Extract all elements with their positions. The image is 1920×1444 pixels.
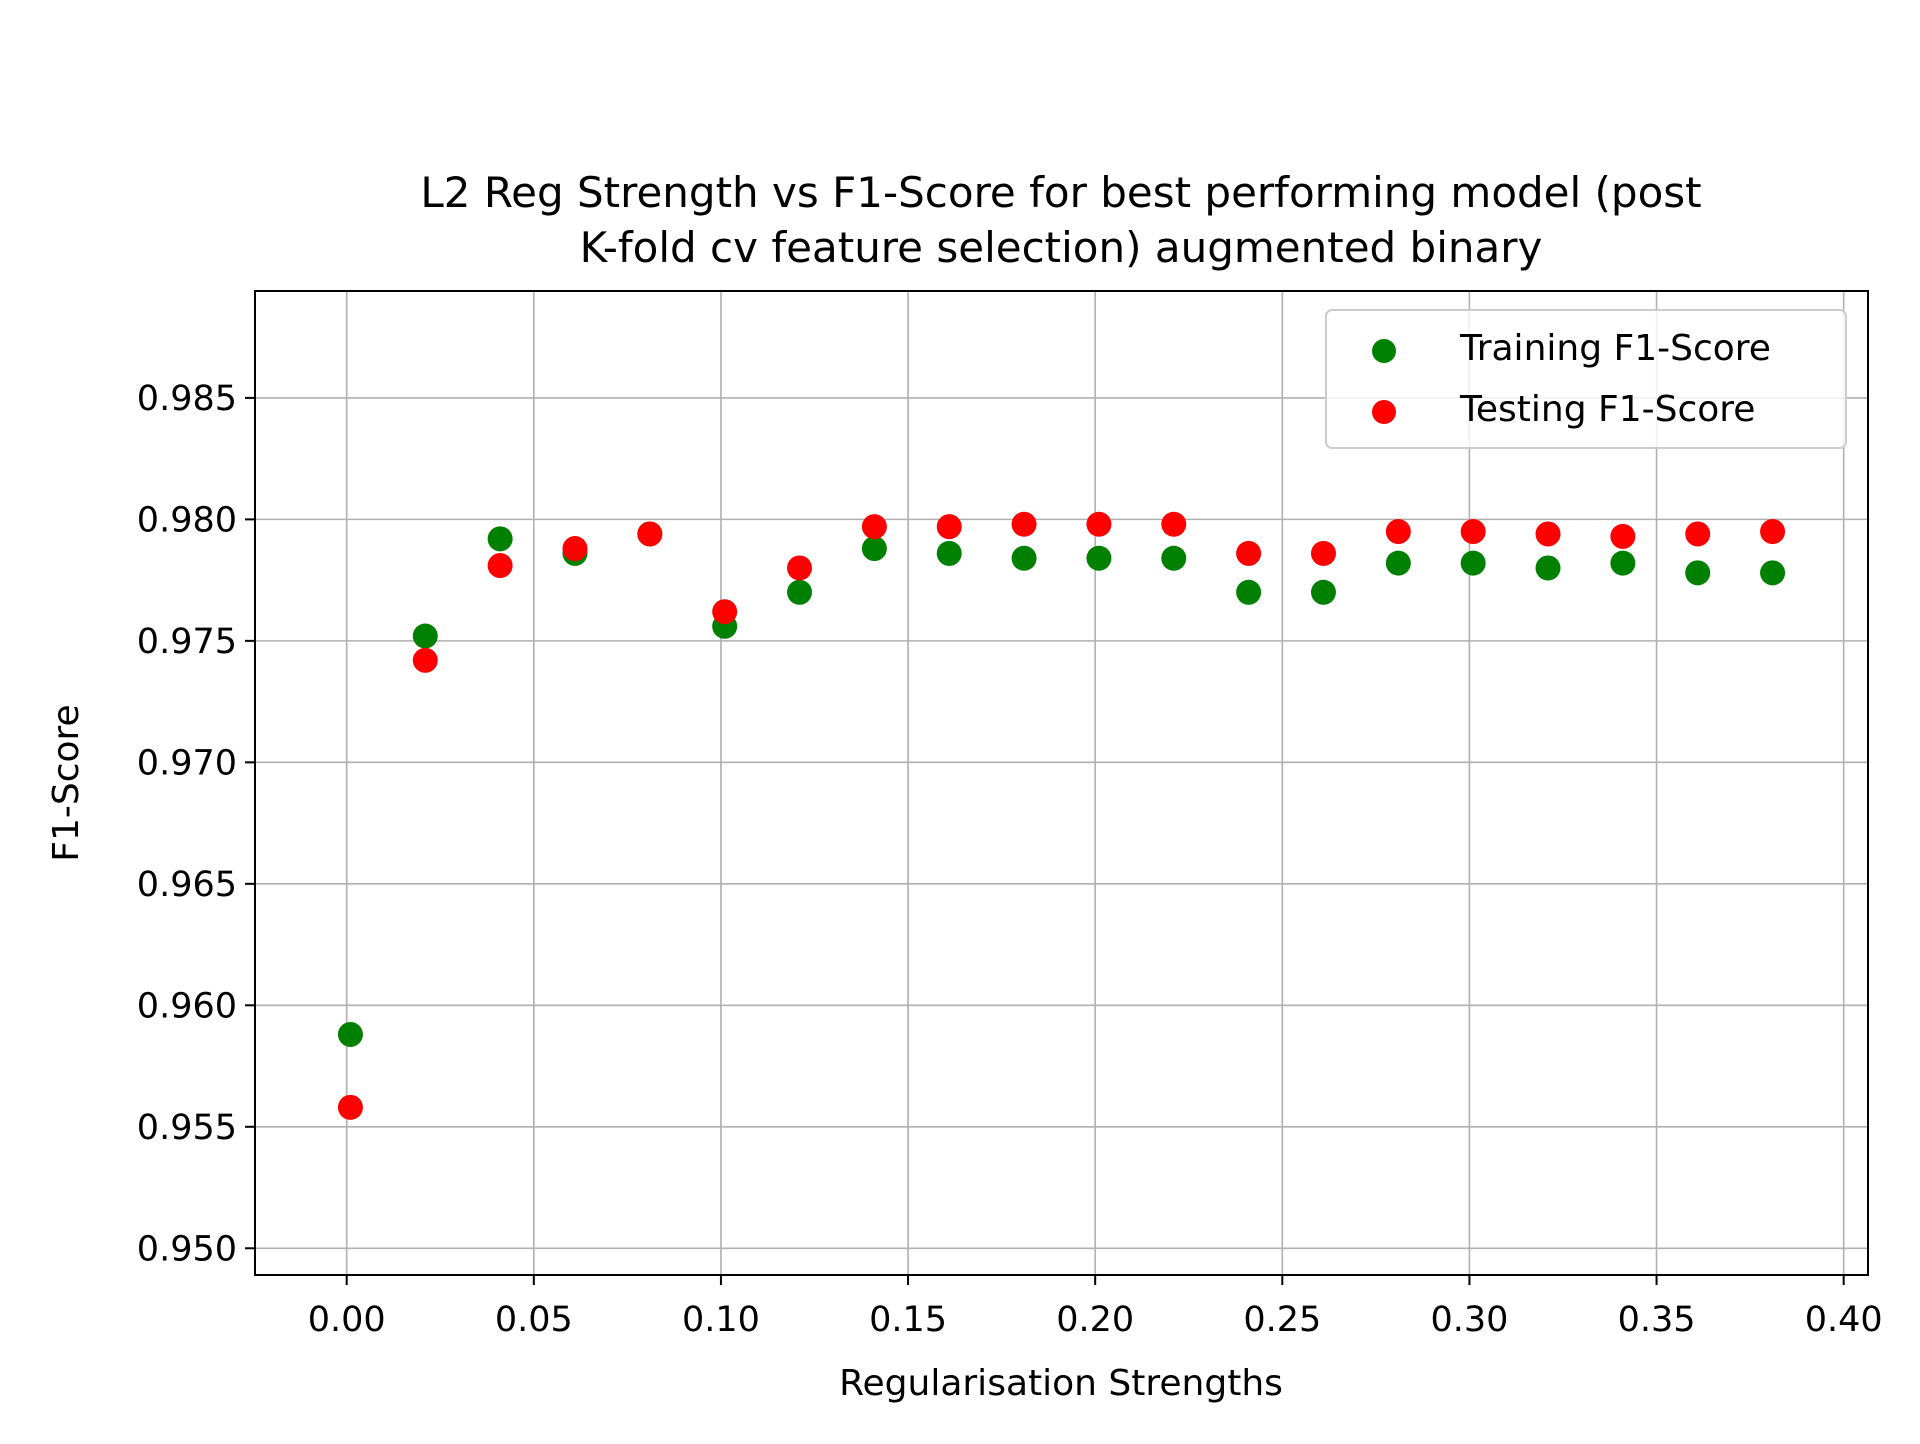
y-tick-label: 0.950 bbox=[137, 1229, 237, 1269]
chart-title-line-1: L2 Reg Strength vs F1-Score for best per… bbox=[420, 168, 1701, 217]
legend-label-testing: Testing F1-Score bbox=[1459, 389, 1755, 430]
x-tick-label: 0.30 bbox=[1430, 1300, 1508, 1340]
y-tick-label: 0.970 bbox=[137, 743, 237, 783]
training-point bbox=[861, 536, 887, 562]
training-point bbox=[1610, 550, 1636, 576]
testing-point bbox=[1086, 511, 1112, 537]
testing-point bbox=[787, 555, 813, 581]
x-tick-label: 0.25 bbox=[1243, 1300, 1321, 1340]
training-point bbox=[1685, 560, 1711, 586]
legend-box bbox=[1325, 309, 1847, 449]
x-axis-label: Regularisation Strengths bbox=[839, 1363, 1283, 1404]
training-point bbox=[1385, 550, 1411, 576]
data-points bbox=[337, 511, 1786, 1120]
training-point bbox=[787, 579, 813, 605]
testing-point bbox=[1610, 523, 1636, 549]
x-tick-label: 0.40 bbox=[1805, 1300, 1883, 1340]
x-tick-label: 0.15 bbox=[869, 1300, 947, 1340]
x-tick-label: 0.00 bbox=[308, 1300, 386, 1340]
training-point bbox=[1460, 550, 1486, 576]
x-tick-label: 0.20 bbox=[1056, 1300, 1134, 1340]
testing-point bbox=[1385, 519, 1411, 545]
y-tick-label: 0.965 bbox=[137, 865, 237, 905]
training-point bbox=[337, 1021, 363, 1047]
training-point bbox=[1011, 545, 1037, 571]
training-point bbox=[1310, 579, 1336, 605]
training-point bbox=[1161, 545, 1187, 571]
training-point bbox=[1236, 579, 1262, 605]
testing-point bbox=[487, 553, 513, 579]
legend-marker-testing bbox=[1372, 400, 1396, 424]
testing-point bbox=[1685, 521, 1711, 547]
y-tick-label: 0.975 bbox=[137, 622, 237, 662]
training-point bbox=[1086, 545, 1112, 571]
training-point bbox=[1535, 555, 1561, 581]
y-axis-label: F1-Score bbox=[46, 704, 87, 861]
legend-label-training: Training F1-Score bbox=[1459, 328, 1771, 369]
legend: Training F1-Score Testing F1-Score bbox=[1325, 309, 1847, 449]
testing-point bbox=[1011, 511, 1037, 537]
axes: 0.00 0.05 0.10 0.15 0.20 0.25 0.30 0.35 0.40 0.95… bbox=[137, 379, 1883, 1340]
chart-title-line-2: K-fold cv feature selection) augmented b… bbox=[580, 223, 1543, 272]
testing-point bbox=[1161, 511, 1187, 537]
x-tick-label: 0.05 bbox=[495, 1300, 573, 1340]
testing-point bbox=[1535, 521, 1561, 547]
y-tick-label: 0.960 bbox=[137, 986, 237, 1026]
testing-point bbox=[936, 514, 962, 540]
training-point bbox=[1760, 560, 1786, 586]
training-point bbox=[487, 526, 513, 552]
legend-marker-training bbox=[1372, 339, 1396, 363]
training-point bbox=[936, 540, 962, 566]
testing-point bbox=[1310, 540, 1336, 566]
y-tick-label: 0.955 bbox=[137, 1108, 237, 1148]
testing-point bbox=[1460, 519, 1486, 545]
grid-lines bbox=[255, 291, 1868, 1275]
y-tick-label: 0.980 bbox=[137, 500, 237, 540]
plot-frame bbox=[254, 290, 1869, 1276]
testing-point bbox=[412, 647, 438, 673]
testing-point bbox=[861, 514, 887, 540]
testing-point bbox=[1236, 540, 1262, 566]
x-tick-label: 0.35 bbox=[1618, 1300, 1696, 1340]
training-point bbox=[412, 623, 438, 649]
testing-point bbox=[712, 599, 738, 625]
testing-point bbox=[562, 536, 588, 562]
y-tick-label: 0.985 bbox=[137, 379, 237, 419]
testing-point bbox=[1760, 519, 1786, 545]
x-tick-label: 0.10 bbox=[682, 1300, 760, 1340]
testing-point bbox=[637, 521, 663, 547]
testing-point bbox=[337, 1094, 363, 1120]
